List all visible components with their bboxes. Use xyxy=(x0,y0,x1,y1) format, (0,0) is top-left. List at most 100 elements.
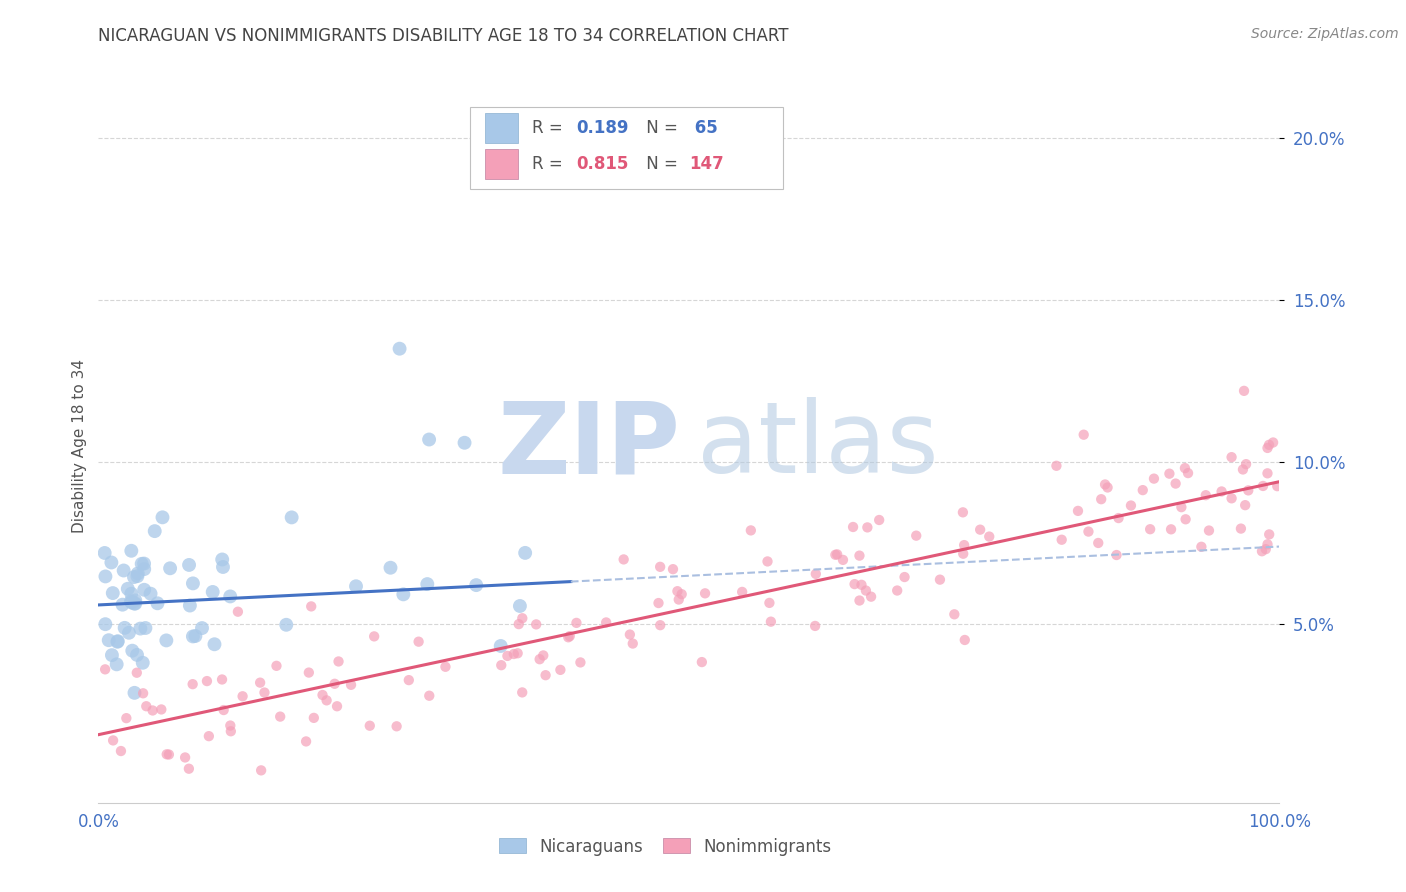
Point xyxy=(359,719,381,733)
Point xyxy=(825,548,848,562)
Point xyxy=(929,573,952,587)
Point xyxy=(219,590,242,604)
Point xyxy=(122,597,145,611)
Point xyxy=(1170,500,1192,515)
Point xyxy=(132,656,155,670)
Point xyxy=(107,634,129,648)
Point xyxy=(1256,441,1278,455)
Point xyxy=(953,632,976,647)
Point xyxy=(184,629,207,643)
Point xyxy=(671,587,693,601)
Point xyxy=(1254,542,1277,557)
Point xyxy=(195,674,218,689)
Point xyxy=(211,552,233,566)
Point xyxy=(276,617,298,632)
Point xyxy=(693,586,716,600)
Point xyxy=(1198,524,1220,538)
Point xyxy=(191,621,214,635)
Point xyxy=(1119,499,1142,513)
Point xyxy=(1094,477,1116,491)
Point xyxy=(315,693,337,707)
Point xyxy=(323,677,346,691)
Point xyxy=(212,560,235,574)
Point xyxy=(101,733,124,747)
Point xyxy=(131,557,153,571)
Point xyxy=(250,764,273,778)
Point xyxy=(392,587,415,601)
Point xyxy=(1234,457,1257,471)
Point xyxy=(905,529,928,543)
Point xyxy=(1256,467,1278,481)
Point xyxy=(416,577,439,591)
Point xyxy=(134,582,156,597)
Point xyxy=(204,637,226,651)
Point xyxy=(125,648,148,662)
Point xyxy=(1234,498,1257,512)
Point xyxy=(143,524,166,538)
Point xyxy=(1097,480,1119,494)
Point xyxy=(298,665,321,680)
Point xyxy=(1108,511,1130,525)
Point xyxy=(1067,504,1090,518)
Point xyxy=(524,617,547,632)
Point xyxy=(97,633,120,648)
Point xyxy=(122,570,145,584)
Point xyxy=(127,566,149,581)
Point xyxy=(1139,522,1161,536)
Point xyxy=(621,636,644,650)
Point xyxy=(886,583,908,598)
Point xyxy=(502,647,524,661)
Point xyxy=(465,578,488,592)
Point xyxy=(111,598,134,612)
Point xyxy=(328,655,350,669)
Point xyxy=(1258,527,1281,541)
Point xyxy=(832,553,855,567)
Point xyxy=(666,584,689,599)
Point xyxy=(1174,461,1197,475)
Point xyxy=(177,762,200,776)
Point xyxy=(868,513,890,527)
Text: R =: R = xyxy=(531,120,568,137)
Point xyxy=(848,593,870,607)
Point xyxy=(269,709,291,723)
Point xyxy=(253,685,276,699)
Point xyxy=(181,629,204,643)
Point xyxy=(1230,522,1253,536)
Point xyxy=(953,538,976,552)
Point xyxy=(1258,438,1281,452)
Point xyxy=(510,685,533,699)
Point xyxy=(1189,540,1212,554)
Point xyxy=(619,627,641,641)
Point xyxy=(363,629,385,643)
Point xyxy=(121,643,143,657)
Point xyxy=(647,596,669,610)
Point xyxy=(550,663,572,677)
Point xyxy=(1257,537,1279,551)
Point xyxy=(1164,476,1187,491)
Point xyxy=(100,556,122,570)
Point xyxy=(94,569,117,583)
Point xyxy=(856,520,879,534)
Point xyxy=(558,629,581,643)
Point xyxy=(1220,450,1243,465)
Point xyxy=(211,673,233,687)
Point xyxy=(842,520,865,534)
Point xyxy=(226,605,249,619)
Text: 65: 65 xyxy=(689,120,717,137)
Point xyxy=(120,543,142,558)
Text: N =: N = xyxy=(641,155,683,173)
Point xyxy=(177,558,200,572)
Point xyxy=(418,689,440,703)
Point xyxy=(969,523,991,537)
Point xyxy=(1251,479,1274,493)
Point xyxy=(595,615,617,630)
Point xyxy=(613,552,636,566)
Point xyxy=(344,579,367,593)
FancyBboxPatch shape xyxy=(471,107,783,189)
Point xyxy=(219,718,242,732)
Point xyxy=(120,595,142,609)
Point xyxy=(125,665,148,680)
Point xyxy=(565,615,588,630)
Point xyxy=(824,548,846,562)
Bar xyxy=(485,113,517,144)
